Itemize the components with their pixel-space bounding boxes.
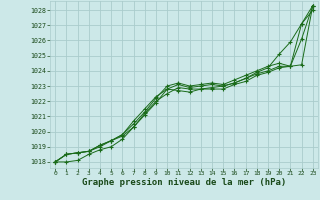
X-axis label: Graphe pression niveau de la mer (hPa): Graphe pression niveau de la mer (hPa) — [82, 178, 286, 187]
